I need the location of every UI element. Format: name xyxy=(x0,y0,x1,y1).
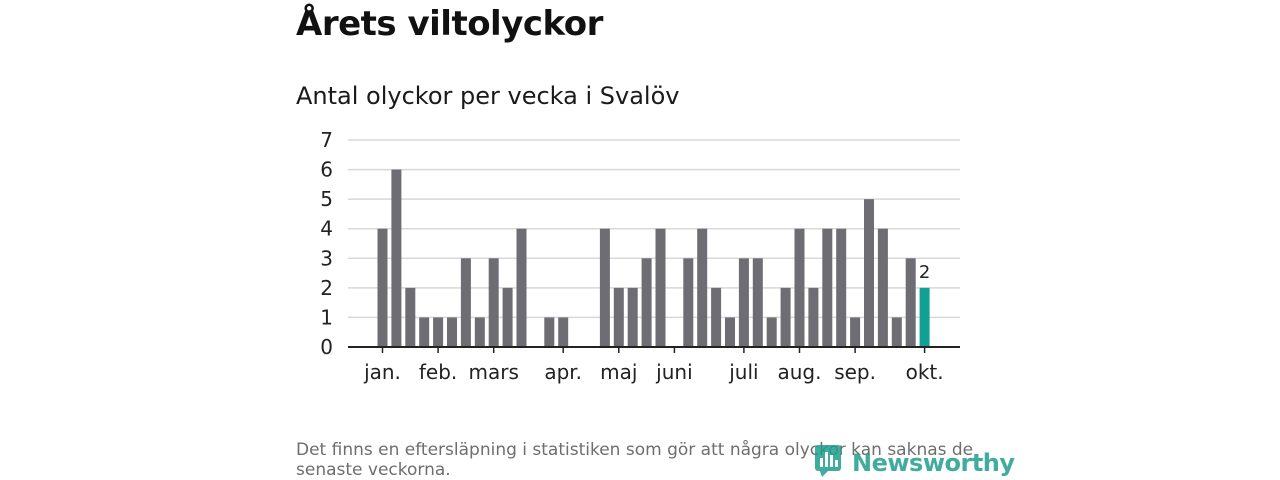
bar-chart: 0 1 2 3 4 5 6 7 jan. feb. mars apr. maj juni juli aug.… xyxy=(320,128,960,384)
bar[interactable] xyxy=(864,199,874,347)
bar[interactable] xyxy=(391,169,402,347)
logo-text: Newsworthy xyxy=(852,449,1015,477)
bar[interactable] xyxy=(613,287,624,347)
x-axis-labels: jan. feb. mars apr. maj juni juli aug. sep. okt. xyxy=(363,360,944,384)
x-tick-label: okt. xyxy=(906,360,944,384)
bars xyxy=(377,169,930,347)
bar[interactable] xyxy=(850,317,861,347)
page-title: Årets viltolyckor xyxy=(296,4,603,44)
bar[interactable] xyxy=(474,317,485,347)
bar[interactable] xyxy=(822,228,833,347)
y-tick-label: 2 xyxy=(320,276,333,300)
x-tick-label: mars xyxy=(469,360,519,384)
bar[interactable] xyxy=(433,317,444,347)
bar-chart-icon xyxy=(814,444,844,480)
y-tick-label: 0 xyxy=(320,335,333,359)
y-tick-label: 5 xyxy=(320,187,333,211)
bar[interactable] xyxy=(794,228,805,347)
bar[interactable] xyxy=(405,287,416,347)
x-tick-label: sep. xyxy=(834,360,876,384)
data-labels: 2 xyxy=(919,262,930,283)
bar[interactable] xyxy=(558,317,569,347)
bar-highlighted[interactable] xyxy=(919,287,930,347)
x-tick-label: aug. xyxy=(778,360,822,384)
bar[interactable] xyxy=(780,287,791,347)
bar[interactable] xyxy=(655,228,666,347)
data-label: 2 xyxy=(919,262,930,283)
x-tick-label: juni xyxy=(655,360,692,384)
bar[interactable] xyxy=(516,228,527,347)
newsworthy-logo[interactable]: Newsworthy xyxy=(814,444,1015,480)
x-tick-label: apr. xyxy=(544,360,582,384)
y-tick-label: 1 xyxy=(320,305,333,329)
bar[interactable] xyxy=(891,317,902,347)
x-tick-label: jan. xyxy=(363,360,401,384)
x-axis xyxy=(348,346,960,353)
bar[interactable] xyxy=(641,258,652,347)
bar[interactable] xyxy=(766,317,777,347)
bar[interactable] xyxy=(683,258,694,347)
bar[interactable] xyxy=(599,228,610,347)
y-tick-label: 7 xyxy=(320,128,333,152)
bar[interactable] xyxy=(460,258,471,347)
bar[interactable] xyxy=(627,287,638,347)
x-tick-label: juli xyxy=(728,360,758,384)
footnote: Det finns en eftersläpning i statistiken… xyxy=(296,440,974,480)
bar[interactable] xyxy=(502,287,513,347)
x-tick-label: maj xyxy=(600,360,637,384)
chart-title: Antal olyckor per vecka i Svalöv xyxy=(296,82,680,110)
bar[interactable] xyxy=(697,228,708,347)
bar[interactable] xyxy=(711,287,722,347)
bar[interactable] xyxy=(447,317,457,347)
bar[interactable] xyxy=(752,258,763,347)
bar[interactable] xyxy=(377,228,388,347)
y-tick-label: 6 xyxy=(320,158,333,182)
bar[interactable] xyxy=(836,228,847,347)
bar[interactable] xyxy=(725,317,735,347)
bar[interactable] xyxy=(877,228,888,347)
bar[interactable] xyxy=(808,287,819,347)
y-tick-label: 4 xyxy=(320,217,333,241)
bar[interactable] xyxy=(544,317,555,347)
bar[interactable] xyxy=(488,258,499,347)
bar[interactable] xyxy=(419,317,430,347)
x-tick-label: feb. xyxy=(419,360,457,384)
bar[interactable] xyxy=(905,258,916,347)
y-axis-labels: 0 1 2 3 4 5 6 7 xyxy=(320,128,333,359)
bar[interactable] xyxy=(738,258,749,347)
y-tick-label: 3 xyxy=(320,246,333,270)
